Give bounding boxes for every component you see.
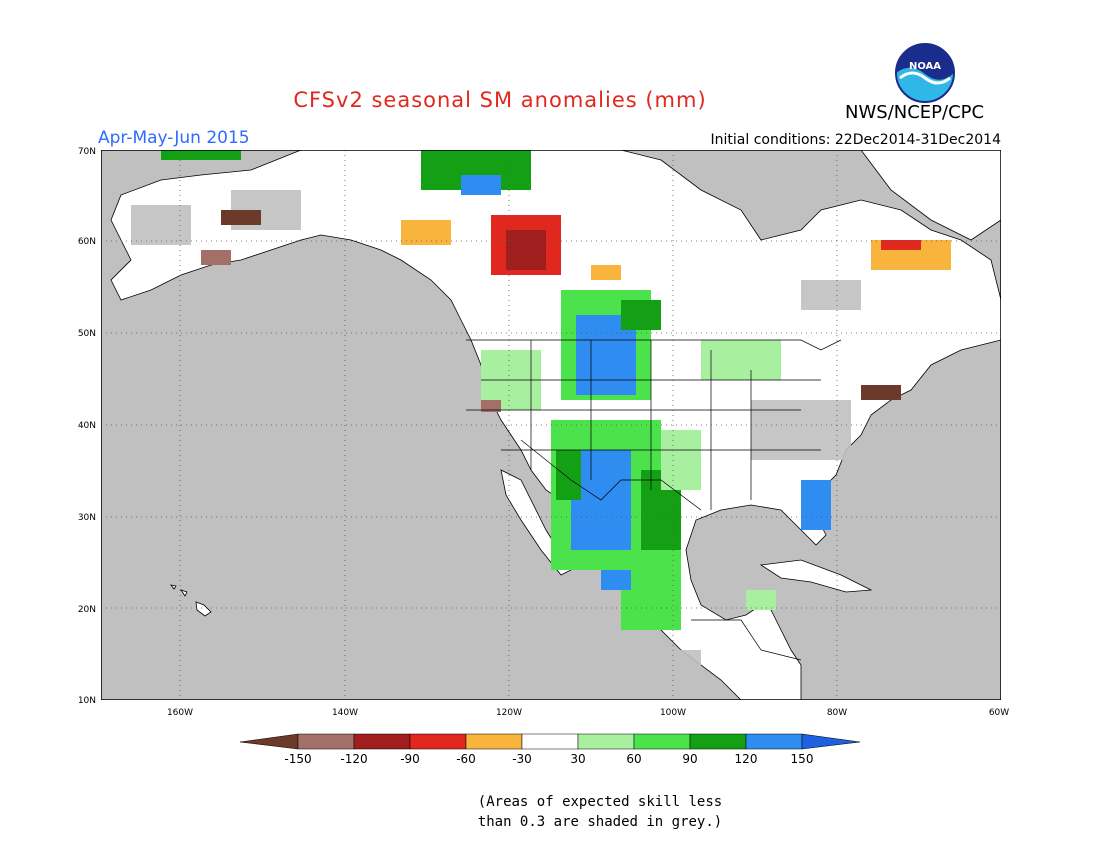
- lon-label-80w: 80W: [827, 708, 847, 718]
- legend-label-8: 120: [735, 752, 758, 766]
- lon-axis: 160W 140W 120W 100W 80W 60W: [167, 708, 1009, 718]
- color-legend: -150 -120 -90 -60 -30 30 60 90 120 150: [239, 733, 861, 766]
- legend-label-6: 60: [626, 752, 641, 766]
- skill-note-line-2: than 0.3 are shaded in grey.): [477, 814, 723, 830]
- legend-swatch-9: [745, 733, 803, 750]
- legend-swatch-6: [577, 733, 635, 750]
- legend-swatch-0: [239, 733, 299, 750]
- greenland-land: [860, 150, 1001, 241]
- lat-label-60n: 60N: [78, 237, 96, 247]
- lon-label-140w: 140W: [332, 708, 358, 718]
- lat-label-50n: 50N: [78, 329, 96, 339]
- legend-label-3: -60: [456, 752, 476, 766]
- legend-swatch-2: [353, 733, 411, 750]
- boundaries: [466, 339, 842, 661]
- lon-label-120w: 120W: [496, 708, 522, 718]
- legend-label-4: -30: [512, 752, 532, 766]
- initial-conditions: Initial conditions: 22Dec2014-31Dec2014: [710, 132, 1002, 148]
- lat-axis: 70N 60N 50N 40N 30N 20N 10N: [78, 147, 96, 706]
- lat-label-20n: 20N: [78, 605, 96, 615]
- anomaly-cells: [161, 150, 951, 630]
- noaa-logo-text: NOAA: [909, 61, 941, 72]
- legend-swatch-4: [465, 733, 523, 750]
- lat-label-40n: 40N: [78, 421, 96, 431]
- legend-label-1: -120: [340, 752, 367, 766]
- legend-label-0: -150: [284, 752, 311, 766]
- lat-label-10n: 10N: [78, 696, 96, 706]
- anomaly-map: [101, 150, 1001, 700]
- lon-label-100w: 100W: [660, 708, 686, 718]
- legend-label-9: 150: [791, 752, 814, 766]
- agency-label: NWS/NCEP/CPC: [845, 102, 985, 123]
- legend-swatch-8: [689, 733, 747, 750]
- legend-swatch-5: [521, 733, 579, 750]
- lat-label-30n: 30N: [78, 513, 96, 523]
- legend-swatch-7: [633, 733, 691, 750]
- noaa-logo: NOAA: [895, 43, 955, 103]
- legend-label-2: -90: [400, 752, 420, 766]
- lat-label-70n: 70N: [78, 147, 96, 157]
- legend-swatch-3: [409, 733, 467, 750]
- legend-label-7: 90: [682, 752, 697, 766]
- legend-label-5: 30: [570, 752, 585, 766]
- skill-note: (Areas of expected skill less than 0.3 a…: [470, 792, 730, 832]
- legend-swatch-1: [297, 733, 355, 750]
- graticule: [101, 150, 1001, 700]
- forecast-period: Apr-May-Jun 2015: [98, 128, 250, 148]
- lon-label-160w: 160W: [167, 708, 193, 718]
- skill-note-line-1: (Areas of expected skill less: [477, 794, 723, 810]
- cuba-land: [759, 559, 873, 593]
- lon-label-60w: 60W: [989, 708, 1009, 718]
- legend-swatch-10: [801, 733, 861, 750]
- chart-title: CFSv2 seasonal SM anomalies (mm): [293, 88, 707, 112]
